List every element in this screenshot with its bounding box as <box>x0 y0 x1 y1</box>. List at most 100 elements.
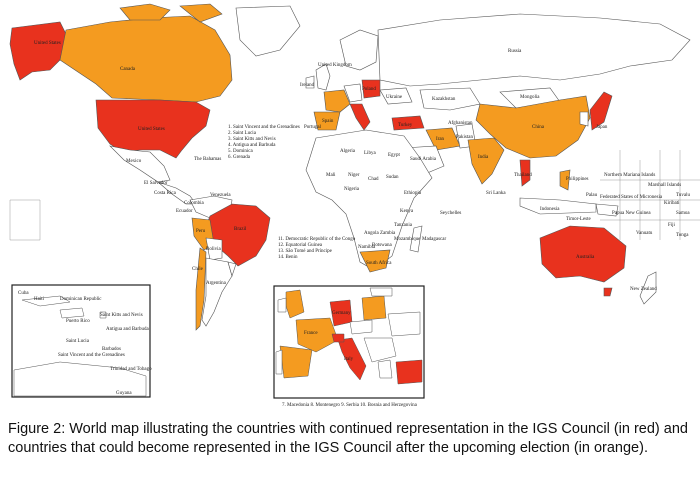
country-italy <box>349 103 371 131</box>
label-kenya: Kenya <box>400 209 414 214</box>
caribbean-islands <box>13 295 147 397</box>
label-angola: Angola <box>364 231 380 236</box>
label-poland: Poland <box>362 87 376 92</box>
label-libya: Libya <box>364 151 376 156</box>
label-mozambique: Mozambique <box>394 237 421 242</box>
label-portugal: Portugal <box>304 125 322 130</box>
country-south-africa <box>359 249 391 273</box>
oceania <box>539 225 657 305</box>
inset-italy <box>337 337 367 381</box>
country-scandinavia <box>339 29 379 71</box>
country-philippines <box>559 169 571 191</box>
label-newzealand: New Zealand <box>630 287 657 292</box>
label-bahamas: The Bahamas <box>194 157 221 162</box>
country-new-zealand <box>639 271 657 305</box>
inset-portugal <box>275 349 283 375</box>
label-usa2: United States <box>138 127 165 132</box>
label-zambia: Zambia <box>380 231 396 236</box>
label-japan: Japan <box>596 125 608 130</box>
label-chile: Chile <box>192 267 204 272</box>
label-chad: Chad <box>368 177 379 182</box>
label-france: France <box>304 331 318 336</box>
label-brazil: Brazil <box>234 227 247 232</box>
europe <box>305 29 425 131</box>
country-alaska <box>9 21 67 81</box>
canada-islands <box>119 3 223 23</box>
greenland <box>235 5 301 57</box>
country-india <box>467 137 505 185</box>
label-venezuela: Venezuela <box>210 193 231 198</box>
label-antigua: Antigua and Barbuda <box>106 327 150 332</box>
label-china: China <box>532 125 545 130</box>
label-uk: United Kingdom <box>318 63 352 68</box>
country-poland <box>361 79 381 99</box>
label-srilanka: Sri Lanka <box>486 191 506 196</box>
label-barbados: Barbados <box>102 347 121 352</box>
label-trinidad: Trinidad and Tobago <box>110 367 152 372</box>
africa-key-13: 13. São Tomé and Príncipe <box>278 249 333 254</box>
label-elsalvador: El Salvador <box>144 181 168 186</box>
country-japan <box>589 91 613 131</box>
label-argentina: Argentina <box>206 281 227 286</box>
country-china <box>475 95 591 159</box>
inset-spain <box>279 345 313 379</box>
map-labels: United States Canada United States Russi… <box>18 41 690 396</box>
label-palau: Palau <box>586 193 598 198</box>
label-tanzania: Tanzania <box>394 223 413 228</box>
country-thailand <box>519 159 531 187</box>
label-ireland: Ireland <box>300 83 315 88</box>
label-seychelles: Seychelles <box>440 211 461 216</box>
caribbean-key-2: 2. Saint Lucia <box>228 131 257 136</box>
label-mali: Mali <box>326 173 336 178</box>
figure-caption: Figure 2: World map illustrating the cou… <box>8 421 688 456</box>
label-tuvalu: Tuvalu <box>676 193 690 198</box>
label-bolivia: Bolivia <box>206 247 222 252</box>
label-mongolia: Mongolia <box>520 95 540 100</box>
country-russia <box>377 13 691 87</box>
country-ireland <box>305 75 315 89</box>
label-micronesia: Federated States of Micronesia <box>600 195 663 200</box>
label-tonga: Tonga <box>676 233 689 238</box>
inset-greece <box>377 359 393 379</box>
label-canada: Canada <box>120 67 136 72</box>
country-germany <box>343 83 363 103</box>
africa-key-14: 14. Benin <box>278 255 298 260</box>
country-korea <box>579 111 589 127</box>
caribbean-key-5: 5. Dominica <box>228 149 253 154</box>
country-bolivia <box>205 237 223 261</box>
north-america <box>9 3 301 205</box>
label-germany: Germany <box>332 311 351 316</box>
label-spain: Spain <box>322 119 334 124</box>
label-philippines: Philippines <box>566 177 589 182</box>
label-madagascar: Madagascar <box>422 237 446 242</box>
country-kazakhstan <box>419 87 481 111</box>
label-cuba: Cuba <box>18 291 29 296</box>
inset-balkans <box>363 337 397 363</box>
country-tasmania <box>603 287 613 297</box>
label-stkitts: Saint Kitts and Nevis <box>100 313 143 318</box>
label-indonesia: Indonesia <box>540 207 560 212</box>
label-guyana: Guyana <box>116 391 132 396</box>
inset-poland <box>361 295 387 321</box>
caribbean-key-1: 1. Saint Vincent and the Grenadines <box>228 125 300 130</box>
world-map: United States Canada United States Russi… <box>9 3 700 408</box>
country-chile <box>195 247 207 331</box>
label-timor: Timor-Leste <box>566 217 591 222</box>
label-usa: United States <box>34 41 61 46</box>
label-southafrica: South Africa <box>366 261 392 266</box>
pacific-grid <box>9 150 700 241</box>
label-thailand: Thailand <box>514 173 532 178</box>
south-america <box>189 195 271 331</box>
africa-key-11: 11. Democratic Republic of the Congo <box>278 237 356 242</box>
label-png: Papua New Guinea <box>612 211 651 216</box>
inset-france <box>295 317 339 353</box>
europe-inset-countries <box>275 287 423 385</box>
country-png <box>595 203 619 217</box>
inset-switzerland <box>331 333 345 343</box>
caribbean-key: 1. Saint Vincent and the Grenadines 2. S… <box>228 125 300 160</box>
label-ethiopia: Ethiopia <box>404 191 422 196</box>
country-france <box>323 89 351 113</box>
label-mexico: Mexico <box>126 159 142 164</box>
label-colombia: Colombia <box>184 201 205 206</box>
asia <box>377 13 691 217</box>
